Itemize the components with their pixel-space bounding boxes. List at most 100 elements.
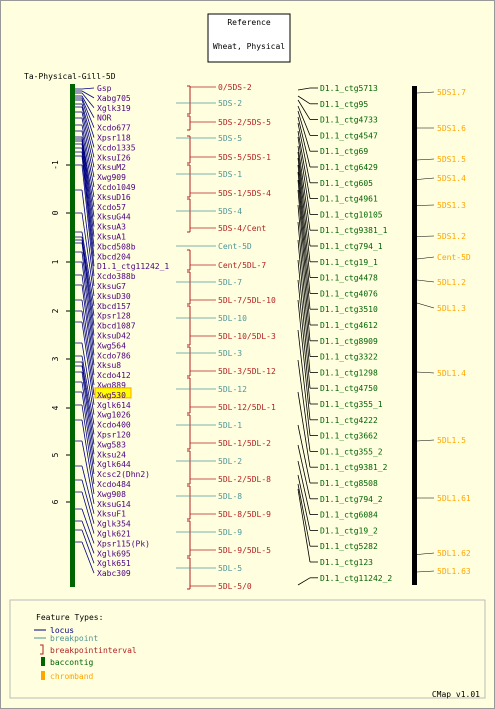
locus-label[interactable]: Xwg564: [97, 341, 126, 350]
breakpoint-interval-11[interactable]: 5DL-1/5DL-2: [190, 439, 271, 448]
breakpoint-9[interactable]: 5DL-12: [176, 385, 247, 394]
locus-label[interactable]: XksuD42: [97, 332, 131, 341]
locus-label[interactable]: Gsp: [97, 84, 112, 93]
breakpoint-13[interactable]: 5DL-9: [176, 528, 242, 537]
contig-label[interactable]: D1.1_ctg4612: [320, 321, 378, 330]
breakpoint-interval-9[interactable]: 5DL-3/5DL-12: [190, 367, 276, 376]
chromband-5ds1-6[interactable]: 5DS1.6: [417, 124, 466, 133]
contig-d1-1-ctg11242-2[interactable]: D1.1_ctg11242_2: [297, 574, 392, 586]
locus-xglk354[interactable]: Xglk354: [75, 479, 131, 529]
locus-label[interactable]: XksuG14: [97, 500, 131, 509]
contig-label[interactable]: D1.1_ctg3510: [320, 305, 378, 314]
contig-d1-1-ctg69[interactable]: D1.1_ctg69: [297, 110, 368, 156]
breakpoint-12[interactable]: 5DL-8: [176, 492, 242, 501]
contig-d1-1-ctg6084[interactable]: D1.1_ctg6084: [297, 460, 378, 520]
contig-label[interactable]: D1.1_ctg8909: [320, 337, 378, 346]
locus-xcdo677[interactable]: Xcdo677: [75, 97, 131, 133]
locus-xksu24[interactable]: Xksu24: [75, 371, 126, 459]
contig-label[interactable]: D1.1_ctg95: [320, 100, 368, 109]
locus-xabc309[interactable]: Xabc309: [75, 541, 131, 578]
chromband-label[interactable]: 5DL1.63: [437, 567, 471, 576]
locus-label[interactable]: XksuM2: [97, 163, 126, 172]
contig-d1-1-ctg19-1[interactable]: D1.1_ctg19_1: [297, 157, 378, 267]
locus-xwg889[interactable]: Xwg889: [75, 299, 126, 390]
locus-label[interactable]: Xwg889: [97, 381, 126, 390]
contig-d1-1-ctg9381-1[interactable]: D1.1_ctg9381_1: [297, 145, 388, 235]
breakpoint-10[interactable]: 5DL-1: [176, 421, 242, 430]
contig-d1-1-ctg4733[interactable]: D1.1_ctg4733: [297, 99, 378, 125]
map-bar[interactable]: [70, 84, 75, 587]
contig-label[interactable]: D1.1_ctg11242_2: [320, 574, 392, 583]
breakpoint-interval-12[interactable]: 5DL-2/5DL-8: [190, 475, 271, 484]
locus-label[interactable]: XksuG44: [97, 213, 131, 222]
contig-label[interactable]: D1.1_ctg4076: [320, 289, 378, 298]
locus-label[interactable]: Xbcd1087: [97, 322, 136, 331]
locus-xksud42[interactable]: XksuD42: [75, 242, 131, 341]
locus-label[interactable]: XksuD16: [97, 193, 131, 202]
reference-box[interactable]: Reference Wheat, Physical: [207, 13, 291, 63]
chromband-label[interactable]: 5DS1.4: [437, 174, 466, 183]
chromband-label[interactable]: 5DL1.62: [437, 549, 471, 558]
chromband-label[interactable]: 5DL1.3: [437, 304, 466, 313]
breakpoint-label[interactable]: 5DS-2: [218, 99, 242, 108]
locus-gsp[interactable]: Gsp: [75, 84, 112, 93]
contig-d1-1-ctg19-2[interactable]: D1.1_ctg19_2: [297, 474, 378, 535]
locus-xwg530[interactable]: Xwg530: [75, 310, 132, 400]
breakpoint-interval-label[interactable]: 5DS-5/5DS-1: [218, 153, 271, 162]
locus-label[interactable]: Xpsr115(Pk): [97, 539, 150, 548]
locus-label[interactable]: Xpsr118: [97, 134, 131, 143]
contig-label[interactable]: D1.1_ctg4547: [320, 131, 378, 140]
locus-xksuf1[interactable]: XksuF1: [75, 465, 126, 519]
locus-xbcd508b[interactable]: Xbcd508b: [75, 147, 136, 251]
contig-d1-1-ctg794-1[interactable]: D1.1_ctg794_1: [297, 151, 383, 251]
contig-d1-1-ctg355-1[interactable]: D1.1_ctg355_1: [297, 279, 383, 409]
breakpoint-label[interactable]: 5DL-5: [218, 564, 242, 573]
chromband-5dl1-4[interactable]: 5DL1.4: [416, 369, 466, 378]
breakpoint-interval-5[interactable]: 5DS-4/Cent: [190, 224, 266, 233]
breakpoint-interval-4[interactable]: 5DS-1/5DS-4: [190, 189, 271, 198]
locus-xpsr120[interactable]: Xpsr120: [75, 361, 131, 440]
locus-label[interactable]: XksuA1: [97, 233, 126, 242]
locus-d1-1-ctg11242-1[interactable]: D1.1_ctg11242_1: [75, 155, 169, 271]
breakpoint-label[interactable]: 5DS-5: [218, 134, 242, 143]
locus-xbcd157[interactable]: Xbcd157: [75, 231, 131, 311]
contig-d1-1-ctg5282[interactable]: D1.1_ctg5282: [297, 483, 378, 551]
breakpoint-label[interactable]: 5DS-1: [218, 170, 242, 179]
contig-d1-1-ctg605[interactable]: D1.1_ctg605: [297, 122, 373, 188]
contig-label[interactable]: D1.1_ctg5282: [320, 542, 378, 551]
locus-xabg705[interactable]: Xabg705: [75, 90, 131, 103]
contig-label[interactable]: D1.1_ctg123: [320, 558, 373, 567]
locus-label[interactable]: Xcdo677: [97, 124, 131, 133]
locus-label[interactable]: Xwg909: [97, 173, 126, 182]
breakpoint-interval-label[interactable]: Cent/5DL-7: [218, 261, 266, 270]
breakpoint-14[interactable]: 5DL-5: [176, 564, 242, 573]
locus-xcdo1335[interactable]: Xcdo1335: [75, 103, 136, 152]
locus-xksum2[interactable]: XksuM2: [75, 111, 126, 172]
locus-xglk319[interactable]: Xglk319: [75, 92, 131, 113]
locus-label[interactable]: Xcdo1049: [97, 183, 136, 192]
breakpoint-label[interactable]: 5DL-12: [218, 385, 247, 394]
contig-d1-1-ctg10105[interactable]: D1.1_ctg10105: [297, 136, 383, 219]
contig-label[interactable]: D1.1_ctg10105: [320, 210, 383, 219]
locus-label[interactable]: Xabc309: [97, 569, 131, 578]
locus-label[interactable]: Xcdo1335: [97, 143, 136, 152]
locus-label[interactable]: Xglk695: [97, 549, 131, 558]
contig-d1-1-ctg4547[interactable]: D1.1_ctg4547: [297, 105, 378, 140]
contig-label[interactable]: D1.1_ctg4222: [320, 416, 378, 425]
locus-xcdo1049[interactable]: Xcdo1049: [75, 124, 136, 192]
locus-label[interactable]: Xcdo400: [97, 421, 131, 430]
contig-label[interactable]: D1.1_ctg8508: [320, 479, 378, 488]
contig-d1-1-ctg4750[interactable]: D1.1_ctg4750: [297, 259, 378, 393]
contig-d1-1-ctg5713[interactable]: D1.1_ctg5713: [297, 84, 378, 93]
breakpoint-11[interactable]: 5DL-2: [176, 457, 242, 466]
locus-xksua1[interactable]: XksuA1: [75, 143, 126, 242]
breakpoint-7[interactable]: 5DL-10: [176, 314, 247, 323]
locus-label[interactable]: Xwg583: [97, 440, 126, 449]
locus-xksu8[interactable]: Xksu8: [75, 274, 121, 370]
contig-d1-1-ctg794-2[interactable]: D1.1_ctg794_2: [297, 444, 383, 504]
contig-d1-1-ctg4222[interactable]: D1.1_ctg4222: [297, 299, 378, 425]
breakpoint-interval-label[interactable]: 5DL-12/5DL-1: [218, 403, 276, 412]
breakpoint-label[interactable]: 5DL-10: [218, 314, 247, 323]
contig-d1-1-ctg8508[interactable]: D1.1_ctg8508: [297, 424, 378, 488]
chromband-label[interactable]: 5DL1.5: [437, 436, 466, 445]
